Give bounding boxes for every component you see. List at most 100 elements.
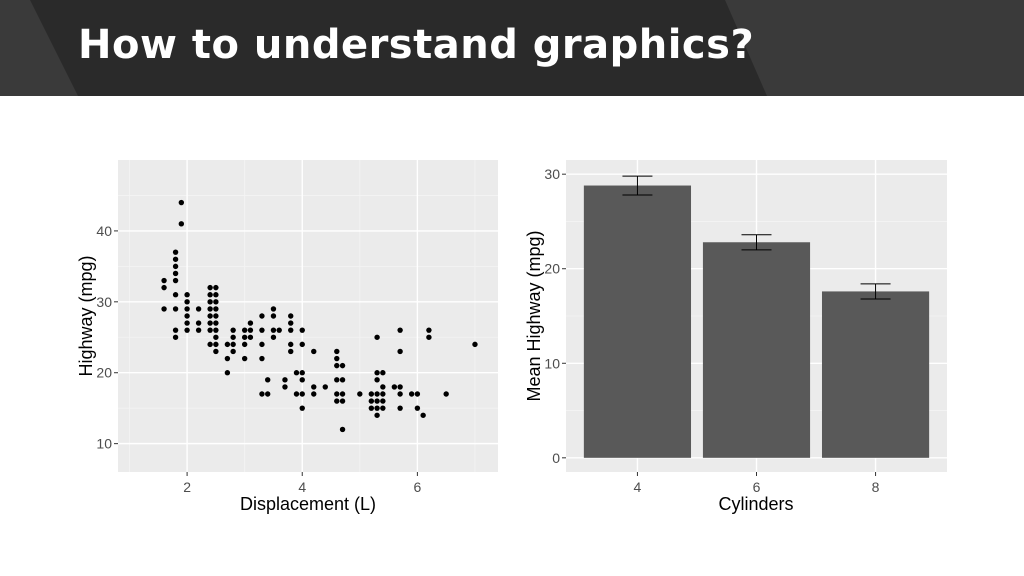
data-point [334,348,340,355]
data-point [213,292,219,298]
data-point [213,284,219,291]
bar-x-axis-title: Cylinders [718,494,793,514]
data-point [334,398,340,404]
data-point [374,405,380,411]
x-tick-label: 2 [183,479,191,495]
bar-chart: 4 6 8 0 10 20 30 Cylinders Mean Highway (mpg) [524,160,947,514]
bar [702,242,811,458]
x-tick-label: 4 [298,479,306,495]
data-point [374,391,380,397]
scatter-x-ticks: 2 4 6 [183,472,421,495]
bar [821,291,930,458]
data-point [299,377,305,383]
data-point [224,370,231,376]
data-point [161,277,167,284]
y-tick-label: 10 [544,355,560,371]
data-point [172,327,179,333]
data-point [184,306,190,312]
bar-x-ticks: 4 6 8 [634,472,880,495]
data-point [241,334,248,340]
data-point [426,327,432,333]
data-point [207,320,213,326]
data-point [339,362,346,369]
data-point [259,355,265,362]
data-point [184,320,190,326]
bar-bars [583,175,930,458]
data-point [270,306,277,312]
data-point [299,405,305,411]
data-point [311,391,317,397]
y-tick-label: 10 [96,436,112,452]
scatter-chart: 2 4 6 10 20 30 40 Displacement (L) Highway (m… [76,160,498,514]
data-point [334,377,340,383]
data-point [357,391,363,397]
data-point [368,391,375,397]
data-point [213,320,219,326]
data-point [213,313,219,319]
data-point [334,391,340,397]
data-point [247,320,254,326]
data-point [299,327,305,333]
data-point [397,405,403,411]
bar [583,185,692,458]
data-point [207,299,213,305]
data-point [259,391,265,397]
data-point [380,391,386,397]
data-point [178,221,185,227]
data-point [172,334,179,340]
data-point [230,341,236,348]
data-point [380,370,386,376]
data-point [288,341,294,348]
data-point [224,355,231,362]
data-point [184,313,190,319]
x-tick-label: 6 [753,479,761,495]
data-point [259,341,265,348]
data-point [207,284,213,291]
data-point [230,327,236,333]
data-point [161,284,167,291]
scatter-points [161,199,478,433]
data-point [311,348,317,355]
data-point [339,377,346,383]
x-tick-label: 8 [872,479,880,495]
y-tick-label: 30 [544,166,560,182]
data-point [299,370,305,376]
data-point [374,398,380,404]
y-tick-label: 20 [544,261,560,277]
data-point [241,355,248,362]
data-point [311,384,317,390]
data-point [288,313,294,319]
data-point [334,355,340,362]
data-point [472,341,478,348]
data-point [247,327,254,333]
data-point [172,249,179,255]
data-point [288,348,294,355]
x-tick-label: 4 [634,479,642,495]
data-point [241,327,248,333]
data-point [195,306,202,312]
data-point [276,327,282,333]
title-banner: How to understand graphics? [0,0,1024,96]
y-tick-label: 20 [96,365,112,381]
data-point [264,391,271,397]
data-point [374,370,380,376]
data-point [397,348,403,355]
data-point [161,306,167,312]
data-point [213,334,219,340]
data-point [334,362,340,369]
data-point [207,306,213,312]
data-point [299,341,305,348]
data-point [184,292,190,298]
data-point [288,320,294,326]
data-point [339,426,346,433]
data-point [270,327,277,333]
data-point [213,348,219,355]
bar-y-ticks: 0 10 20 30 [544,166,566,466]
data-point [380,398,386,404]
data-point [368,398,375,404]
scatter-grid [118,160,498,472]
data-point [264,377,271,383]
data-point [207,313,213,319]
data-point [288,327,294,333]
